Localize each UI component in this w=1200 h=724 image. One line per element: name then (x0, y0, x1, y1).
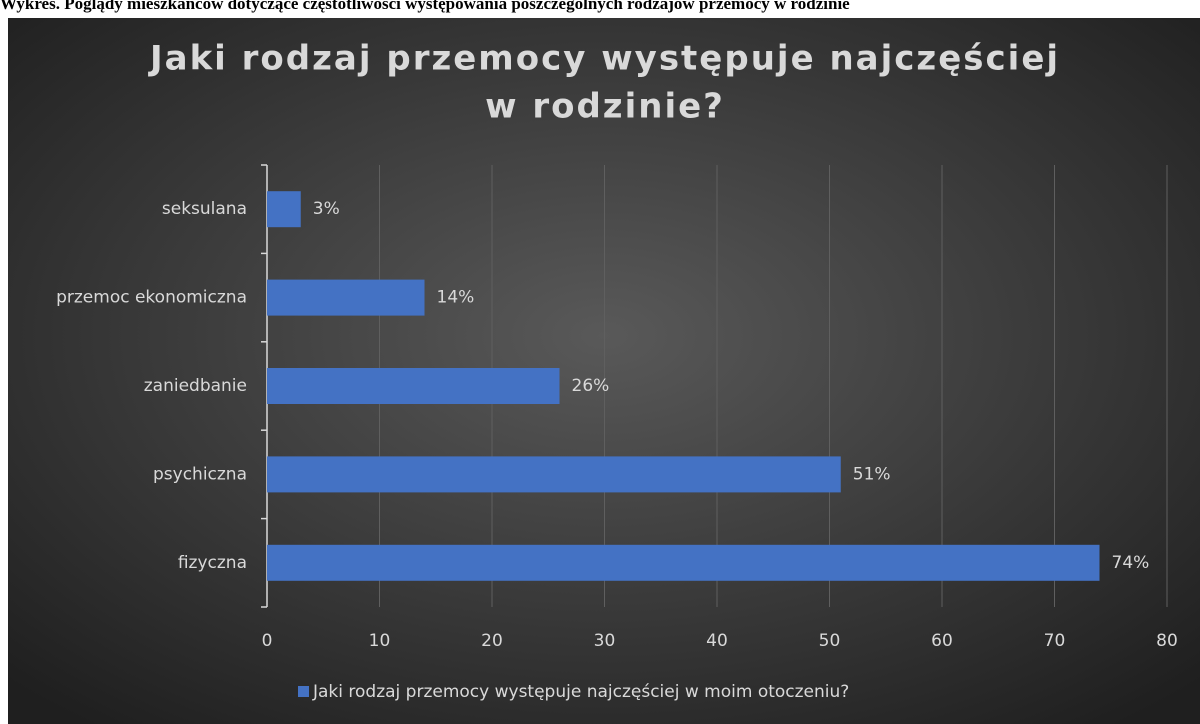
data-label: 74% (1112, 553, 1150, 573)
y-tick-label: zaniedbanie (144, 376, 247, 396)
legend-label: Jaki rodzaj przemocy występuje najczęści… (312, 682, 849, 702)
y-tick-label: przemoc ekonomiczna (56, 288, 247, 308)
bar (267, 279, 425, 316)
bar (267, 368, 560, 404)
caption: Wykres. Poglądy mieszkańców dotyczące cz… (0, 0, 850, 13)
x-tick-label: 40 (706, 631, 728, 651)
data-label: 14% (437, 288, 475, 308)
x-tick-label: 70 (1044, 631, 1066, 651)
data-label: 26% (572, 376, 610, 396)
y-tick-label: seksulana (162, 199, 247, 219)
bar (267, 544, 1100, 581)
data-label: 3% (313, 199, 340, 219)
x-tick-label: 0 (262, 631, 273, 651)
x-tick-label: 20 (481, 631, 503, 651)
x-tick-label: 80 (1156, 631, 1178, 651)
x-tick-label: 10 (369, 631, 391, 651)
data-label: 51% (853, 464, 891, 484)
chart-title: Jaki rodzaj przemocy występuje najczęści… (148, 39, 1060, 79)
y-tick-label: psychiczna (153, 464, 247, 484)
x-tick-label: 50 (819, 631, 841, 651)
y-tick-label: fizyczna (178, 553, 247, 573)
legend-swatch (298, 686, 309, 697)
bar (267, 456, 841, 493)
chart-title: w rodzinie? (485, 87, 725, 127)
bar (267, 191, 301, 228)
x-tick-label: 60 (931, 631, 953, 651)
x-tick-label: 30 (594, 631, 616, 651)
